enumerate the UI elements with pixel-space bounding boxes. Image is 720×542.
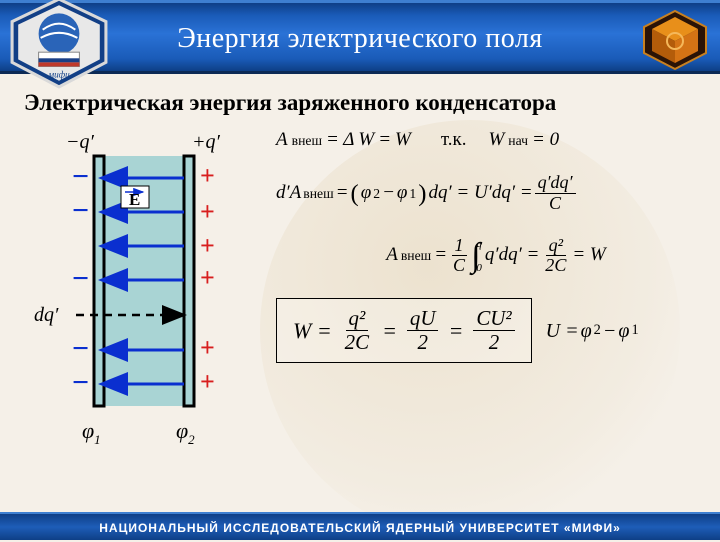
svg-text:−: − [72, 194, 89, 227]
dq-label: dq′ [34, 304, 59, 326]
right-charge-label: +q′ [192, 131, 220, 153]
svg-text:+: + [200, 367, 215, 396]
left-charge-label: −q′ [66, 131, 94, 153]
slide-header: мифи Энергия электрического поля [0, 0, 720, 74]
eq-line-1: Aвнеш = ΔW = W т.к. Wнач = 0 [276, 130, 716, 151]
slide-footer: НАЦИОНАЛЬНЫЙ ИССЛЕДОВАТЕЛЬСКИЙ ЯДЕРНЫЙ У… [0, 512, 720, 540]
svg-text:−: − [72, 262, 89, 295]
minus-charges: − − − − − [72, 160, 89, 399]
svg-text:+: + [200, 231, 215, 260]
svg-text:+: + [200, 263, 215, 292]
phi2-label: φ2 [176, 418, 195, 447]
eq-line-3: Aвнеш = 1 C ∫ q 0 q′dq′ = q² 2C [276, 236, 716, 277]
field-vector-label: E [129, 190, 140, 209]
eq-line-2: d′Aвнеш = ( φ2 − φ1 ) dq′ = U′dq′ = q′dq… [276, 173, 716, 214]
eq-line-4: W = q² 2C = qU 2 = CU² 2 [276, 298, 716, 363]
slide-subtitle: Электрическая энергия заряженного конден… [24, 90, 696, 116]
svg-text:−: − [72, 160, 89, 193]
svg-text:−: − [72, 332, 89, 365]
svg-text:+: + [200, 197, 215, 226]
svg-text:−: − [72, 366, 89, 399]
plus-charges: + + + + + + [200, 161, 215, 396]
capacitor-diagram: −q′ +q′ E − − − [24, 126, 264, 466]
cube-logo-icon [640, 9, 710, 71]
phi1-label: φ1 [82, 418, 101, 447]
boxed-result: W = q² 2C = qU 2 = CU² 2 [276, 298, 532, 363]
slide-title: Энергия электрического поля [0, 3, 720, 75]
svg-text:+: + [200, 333, 215, 362]
equations-block: Aвнеш = ΔW = W т.к. Wнач = 0 d′Aвнеш = (… [276, 130, 716, 385]
u-definition: U = φ2 − φ1 [546, 320, 639, 342]
svg-text:+: + [200, 161, 215, 190]
